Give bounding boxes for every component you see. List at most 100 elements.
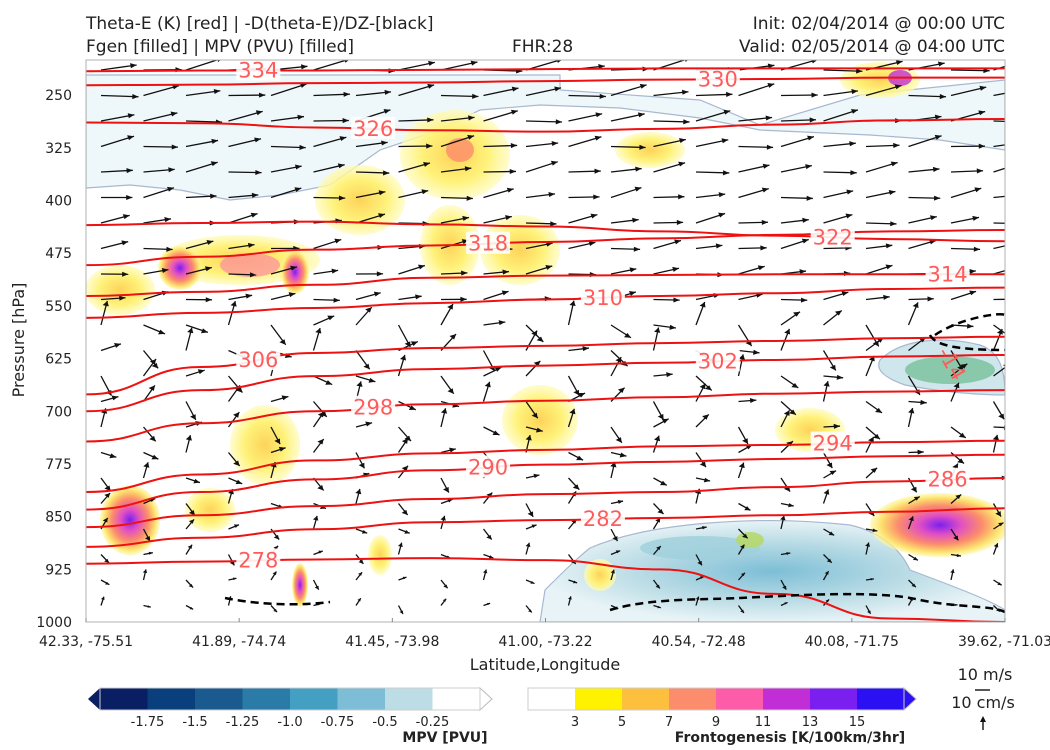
wind-vector [908,94,947,98]
wind-vector-head [723,109,731,115]
vertical-scale-label: 10 cm/s [951,693,1015,712]
wind-vector-head [836,374,844,380]
y-tick-label: 625 [45,352,72,368]
wind-vector-head [290,265,298,271]
wind-vector-head [805,164,812,170]
wind-vector-head [462,215,470,221]
theta-e-label: 306 [238,348,278,372]
wind-vector-head [885,264,893,270]
theta-e-label-bg [925,262,970,285]
wind-vector-head [993,543,999,548]
mpv-colorbar-swatch [100,688,148,710]
theta-e-line [86,118,1005,133]
wind-vector-head [530,581,535,584]
wind-vector-head [828,531,835,536]
wind-vector-head [528,609,532,613]
wind-vector-head [722,170,730,176]
wind-vector-head [749,397,757,404]
wind-vector-head [235,387,243,393]
wind-vector-head [573,389,580,396]
wind-vector-head [610,569,615,574]
wind-vector-head [245,293,253,299]
wind-vector-head [339,136,347,142]
wind-vector-head [957,458,965,464]
fgen-blob-15 [870,493,1005,557]
wind-vector-head [232,577,237,581]
wind-vector-head [288,292,296,298]
wind-vector-head [104,485,111,492]
wind-vector-head [272,571,277,576]
wind-vector-head [197,369,205,375]
title-line-1: Theta-E (K) [red] | -D(theta-E)/DZ-[blac… [86,14,434,34]
wind-vector-head [655,517,661,523]
wind-vector-head [742,533,748,539]
fgen-colorbar-swatch [857,688,905,710]
fgen-colorbar: 3 5 7 9 11 13 15 [516,686,917,730]
theta-e-line [86,286,1005,319]
wind-vector-head [126,194,133,201]
x-tick-label: 41.45, -73.98 [345,634,439,650]
wind-vector-head [337,163,345,169]
y-tick-label: 775 [45,457,72,473]
y-tick-label: 400 [45,194,72,210]
wind-vector-head [363,363,370,370]
wind-vector-head [695,596,700,600]
wind-vector-head [845,213,853,219]
wind-vector-head [841,291,849,297]
wind-vector-head [525,435,532,441]
wind-vector-head [443,584,448,589]
wind-vector-head [718,212,726,218]
wind-vector-head [361,530,368,534]
wind-vector-head [703,477,711,483]
wind-vector-head [132,94,139,100]
horizontal-scale-label: 10 m/s [958,665,1013,684]
wind-vector-head [726,91,733,98]
theta-e-label: 326 [353,117,393,141]
wind-vector-head [494,367,502,372]
fgen-colorbar-swatch [528,688,576,710]
wind-vector-head [676,219,684,226]
wind-vector [993,144,1005,148]
wind-vector-head [144,536,151,542]
wind-vector-head [447,388,454,394]
mpv-colorbar-title: MPV [PVU] [402,730,487,746]
wind-vector-head [569,408,576,415]
theta-e-label: 282 [583,507,623,531]
wind-vector-head [976,168,984,174]
wind-vector-head [230,301,237,307]
fgen-colorbar-tick-label: 9 [712,715,720,730]
wind-vector-head [122,271,129,277]
theta-e-label-bg [580,285,625,308]
wind-vector-head [104,492,111,498]
x-axis-label: Latitude,Longitude [470,655,621,674]
wind-vector-head [122,214,130,220]
wind-vector [440,94,479,98]
wind-vector-head [527,511,534,517]
wind-vector-head [151,454,159,460]
wind-vector-head [953,535,959,541]
wind-vector-head [856,68,863,74]
wind-vector [100,94,139,98]
wind-vector-head [142,569,148,574]
wind-vector-head [927,296,934,302]
wind-vector-head [449,447,456,453]
mpv-core [905,356,995,384]
fgen-colorbar-title: Frontogenesis [K/100km/3hr] [675,730,905,746]
mpv-colorbar-swatch [290,688,338,710]
wind-vector-head [888,189,896,195]
wind-vector-head [342,118,349,124]
wind-vector-head [233,524,240,528]
wind-vector-head [164,217,171,223]
fgen-colorbar-extend-right [903,686,917,712]
wind-vector-head [187,544,193,549]
mpv-colorbar-swatch [242,688,291,710]
wind-vector-head [932,166,940,172]
wind-vector-head [811,92,818,98]
wind-vector-head [188,510,195,516]
wind-vector-head [333,297,340,303]
wind-vector-head [468,115,475,121]
wind-vector-head [568,596,572,600]
wind-vector-head [766,144,774,150]
forecast-hour: FHR:28 [512,37,574,57]
x-tick-label: 42.33, -75.51 [39,634,133,650]
